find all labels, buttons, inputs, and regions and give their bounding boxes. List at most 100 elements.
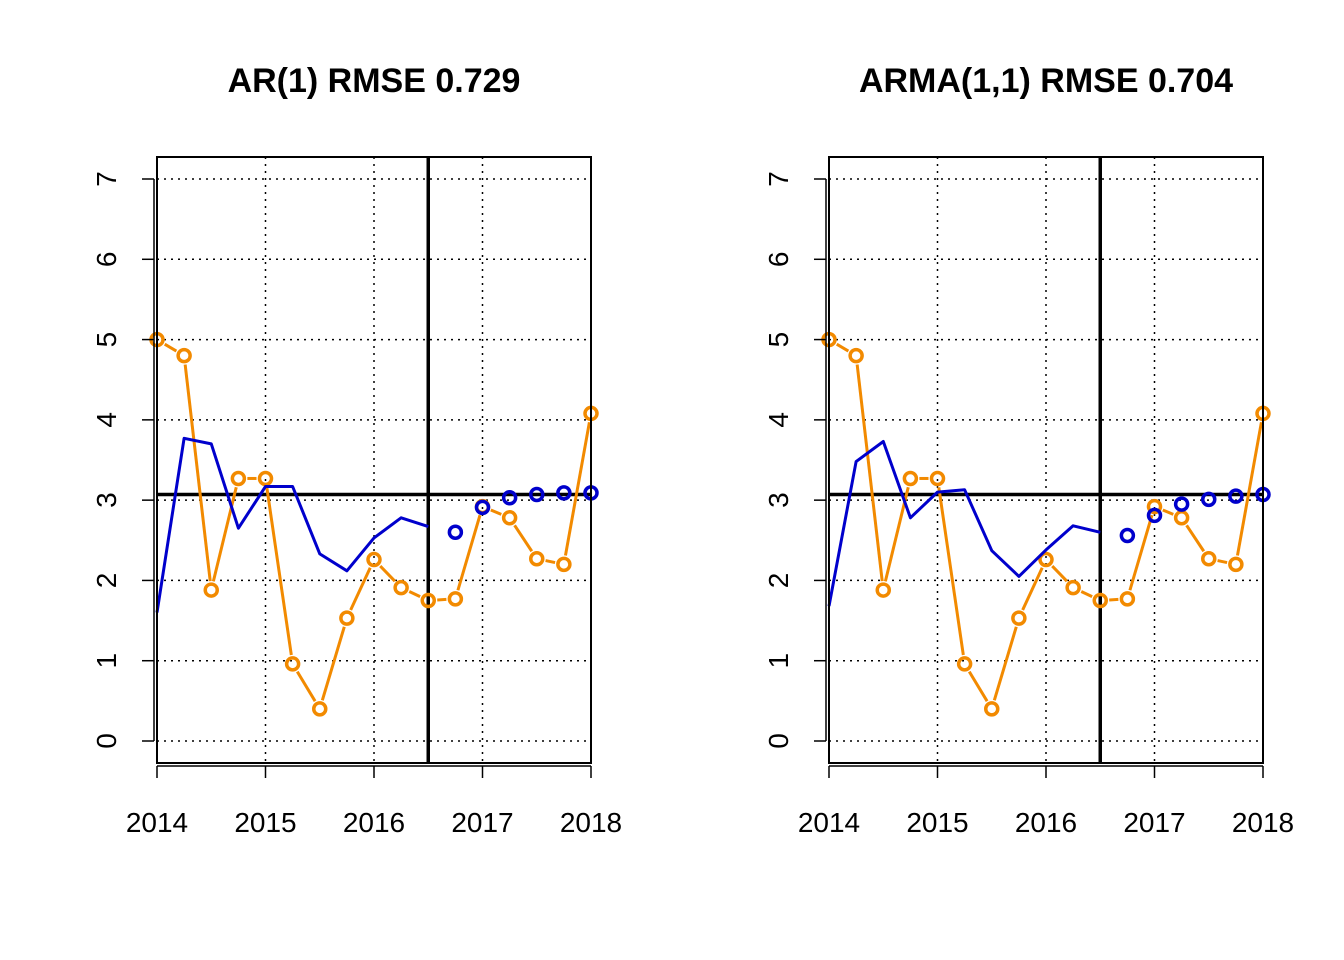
y-tick-label: 7 xyxy=(91,171,122,187)
actual-point xyxy=(1065,579,1081,596)
y-tick-label: 0 xyxy=(91,733,122,749)
x-tick-label: 2014 xyxy=(126,807,188,838)
y-tick-label: 7 xyxy=(763,171,794,187)
actual-line-segment xyxy=(408,590,421,599)
series-layer xyxy=(149,331,599,717)
reference-lines xyxy=(157,157,591,763)
actual-point xyxy=(1119,591,1136,607)
actual-point xyxy=(1011,610,1027,626)
actual-line-segment xyxy=(513,524,534,553)
forecast-point xyxy=(1201,491,1217,508)
actual-point xyxy=(203,582,219,598)
actual-point xyxy=(339,610,355,626)
actual-line-segment xyxy=(183,364,212,582)
actual-point xyxy=(393,579,409,596)
actual-point xyxy=(529,551,545,567)
x-tick-label: 2017 xyxy=(1123,807,1185,838)
y-tick-label: 6 xyxy=(91,251,122,267)
actual-point xyxy=(230,470,247,487)
actual-point xyxy=(1228,556,1244,573)
x-tick-label: 2015 xyxy=(906,807,968,838)
y-tick-label: 3 xyxy=(763,492,794,508)
actual-line-segment xyxy=(835,342,850,353)
actual-line-segment xyxy=(1185,524,1206,553)
y-tick-label: 1 xyxy=(91,653,122,669)
actual-line-segment xyxy=(1162,508,1174,516)
actual-line-segment xyxy=(320,626,346,701)
x-tick-label: 2016 xyxy=(343,807,405,838)
actual-line-segment xyxy=(379,564,396,583)
actual-line-segment xyxy=(992,626,1018,701)
forecast-point xyxy=(1119,527,1136,544)
actual-line-segment xyxy=(1109,597,1119,602)
actual-point xyxy=(956,656,973,672)
actual-point xyxy=(176,347,192,364)
actual-point xyxy=(1173,510,1190,526)
forecast-point xyxy=(556,485,572,501)
x-tick-label: 2018 xyxy=(560,807,622,838)
actual-point xyxy=(366,551,382,568)
actual-line-segment xyxy=(1235,422,1263,556)
grid-lines xyxy=(156,157,592,763)
axes: 0 1 2 3 4 5 6 7 2014 2015 2016 2017 2018 xyxy=(763,171,1294,838)
actual-point xyxy=(501,510,518,526)
actual-line-segment xyxy=(1217,559,1228,565)
y-tick-label: 2 xyxy=(91,573,122,589)
y-tick-label: 2 xyxy=(763,573,794,589)
series-layer xyxy=(821,331,1271,717)
actual-point xyxy=(257,470,274,487)
actual-point xyxy=(902,470,919,487)
actual-line-segment xyxy=(855,364,884,582)
actual-point xyxy=(284,656,301,672)
fitted-line xyxy=(827,440,1101,607)
actual-point xyxy=(420,592,436,609)
actual-point xyxy=(1146,498,1163,515)
actual-line-segment xyxy=(1021,567,1044,611)
actual-line-segment xyxy=(1128,514,1154,591)
actual-point xyxy=(984,701,1000,717)
actual-point xyxy=(1038,551,1054,568)
forecast-point xyxy=(529,486,545,503)
forecast-point xyxy=(501,489,518,506)
forecast-point xyxy=(1146,507,1163,524)
actual-line-segment xyxy=(437,597,447,602)
actual-point xyxy=(929,470,946,487)
actual-line-segment xyxy=(545,559,556,565)
axes: 0 1 2 3 4 5 6 7 2014 2015 2016 2017 2018 xyxy=(91,171,622,838)
actual-point xyxy=(848,347,864,364)
forecast-point xyxy=(474,499,491,516)
fitted-line xyxy=(155,436,429,613)
actual-point xyxy=(875,582,891,598)
x-tick-label: 2016 xyxy=(1015,807,1077,838)
actual-line-segment xyxy=(265,487,293,656)
forecast-point xyxy=(1228,488,1244,504)
y-tick-label: 5 xyxy=(763,332,794,348)
plot-frame xyxy=(156,156,592,764)
forecast-point xyxy=(447,524,464,541)
grid-lines xyxy=(828,157,1264,763)
chart-panel-ar1: AR(1) RMSE 0.729 0 1 2 3 4 5 6 7 2014 2015 2016 201… xyxy=(91,62,622,838)
actual-line-segment xyxy=(163,342,178,353)
forecast-point xyxy=(1173,496,1190,512)
chart-title: AR(1) RMSE 0.729 xyxy=(228,62,521,100)
actual-point xyxy=(447,591,464,607)
actual-point xyxy=(556,556,572,573)
actual-line-segment xyxy=(295,670,317,702)
x-tick-label: 2018 xyxy=(1232,807,1294,838)
actual-line-segment xyxy=(349,567,372,611)
x-tick-label: 2014 xyxy=(798,807,860,838)
chart-panel-arma11: ARMA(1,1) RMSE 0.704 0 1 2 3 4 5 6 7 2014 2015 201… xyxy=(763,62,1294,838)
y-tick-label: 4 xyxy=(91,412,122,428)
y-tick-label: 5 xyxy=(91,332,122,348)
plot-frame xyxy=(828,156,1264,764)
y-tick-label: 1 xyxy=(763,653,794,669)
y-tick-label: 6 xyxy=(763,251,794,267)
actual-line-segment xyxy=(456,514,482,591)
actual-line-segment xyxy=(937,487,965,656)
actual-point xyxy=(312,701,328,717)
y-tick-label: 0 xyxy=(763,733,794,749)
actual-line-segment xyxy=(490,508,502,516)
x-tick-label: 2017 xyxy=(451,807,513,838)
actual-line-segment xyxy=(1080,590,1093,599)
